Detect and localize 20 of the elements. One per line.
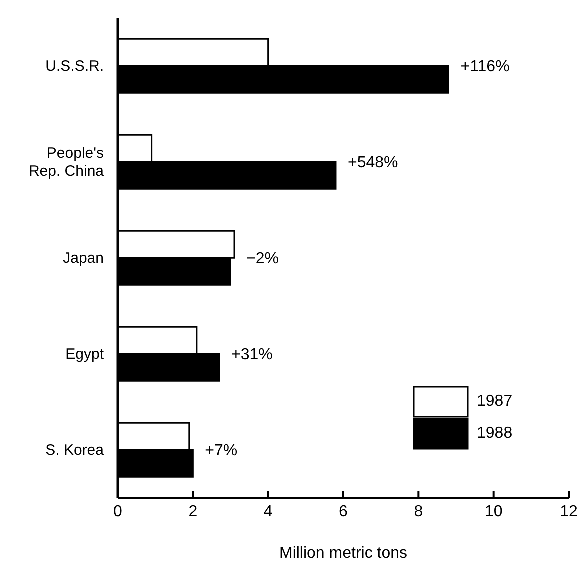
- annotation: +548%: [348, 154, 398, 172]
- legend-label: 1987: [477, 393, 513, 411]
- y-tick-label: U.S.S.R.: [46, 58, 104, 74]
- x-tick-label: 2: [188, 503, 198, 520]
- annotation: +31%: [231, 346, 273, 364]
- annotation: −2%: [246, 250, 279, 268]
- y-tick-label: People's Rep. China: [28, 144, 105, 180]
- annotation: +7%: [205, 442, 238, 460]
- legend-label: 1988: [477, 425, 513, 443]
- x-axis-title: Million metric tons: [279, 545, 408, 562]
- y-tick-label: Japan: [63, 250, 104, 266]
- x-tick-label: 10: [484, 503, 503, 520]
- x-tick-label: 8: [414, 503, 424, 520]
- y-tick-label: S. Korea: [46, 442, 105, 458]
- x-tick-label: 0: [114, 503, 123, 520]
- x-tick-label: 12: [560, 503, 578, 520]
- annotation: +116%: [460, 58, 510, 76]
- x-tick-label: 6: [339, 503, 348, 520]
- x-tick-label: 4: [264, 503, 273, 520]
- y-tick-label: Egypt: [66, 346, 105, 362]
